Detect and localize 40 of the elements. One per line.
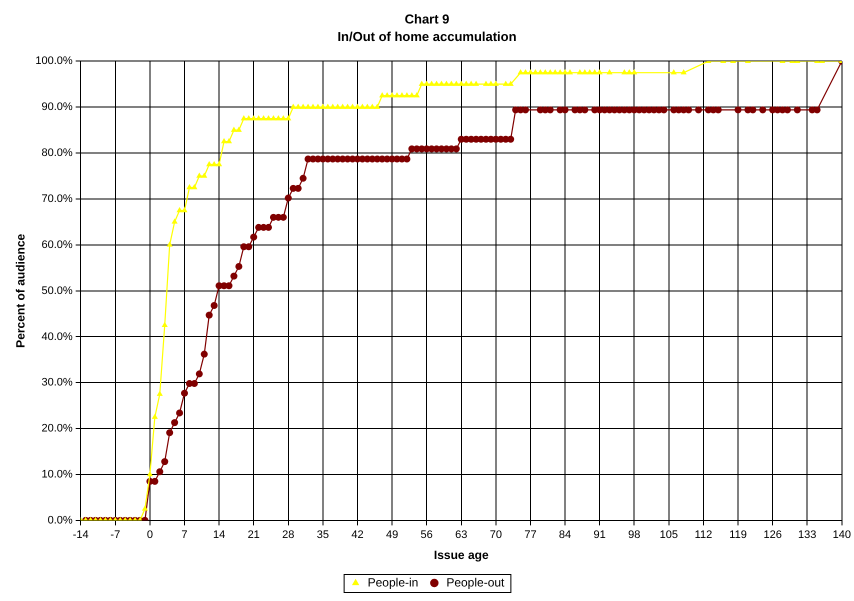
y-tick-label: 50.0% [42, 284, 73, 297]
legend-label: People-in [368, 575, 418, 590]
y-tick-label: 20.0% [42, 422, 73, 435]
x-tick-label: 84 [558, 529, 572, 542]
x-tick-label: 105 [660, 529, 678, 542]
x-tick-label: 133 [798, 529, 816, 542]
x-tick-label: 63 [455, 529, 468, 542]
x-tick-label: 56 [420, 529, 433, 542]
y-tick-label: 70.0% [42, 192, 73, 205]
x-tick-label: 126 [763, 529, 782, 542]
x-tick-label: 0 [146, 529, 153, 542]
y-tick-label: 30.0% [42, 376, 73, 389]
x-tick-label: 14 [212, 529, 226, 542]
x-tick-label: 7 [181, 529, 188, 542]
x-tick-label: 91 [594, 529, 606, 542]
x-tick-label: 21 [248, 529, 260, 542]
x-tick-label: 49 [386, 529, 398, 542]
x-tick-label: 98 [628, 529, 640, 542]
y-tick-label: 60.0% [42, 238, 73, 251]
chart-subtitle: In/Out of home accumulation [337, 28, 517, 44]
x-tick-label: -7 [110, 529, 120, 542]
chart-title: Chart 9 [404, 11, 450, 26]
x-tick-label: 42 [351, 529, 364, 542]
x-tick-label: 70 [490, 529, 502, 542]
x-axis-title: Issue age [434, 548, 489, 562]
y-tick-label: 10.0% [42, 468, 73, 481]
y-tick-label: 90.0% [42, 101, 73, 114]
x-tick-label: 77 [524, 529, 537, 542]
x-tick-label: 140 [832, 529, 852, 542]
x-tick-label: -14 [72, 529, 89, 542]
x-tick-label: 119 [729, 529, 747, 542]
y-axis-title: Percent of audience [14, 233, 28, 348]
y-tick-label: 0.0% [48, 514, 73, 526]
x-tick-label: 28 [282, 529, 294, 542]
x-tick-label: 112 [694, 529, 712, 542]
y-tick-label: 80.0% [42, 147, 73, 160]
legend-label: People-out [446, 575, 506, 590]
x-tick-label: 35 [316, 529, 330, 542]
y-tick-label: 100.0% [35, 55, 73, 68]
y-tick-label: 40.0% [42, 330, 73, 343]
